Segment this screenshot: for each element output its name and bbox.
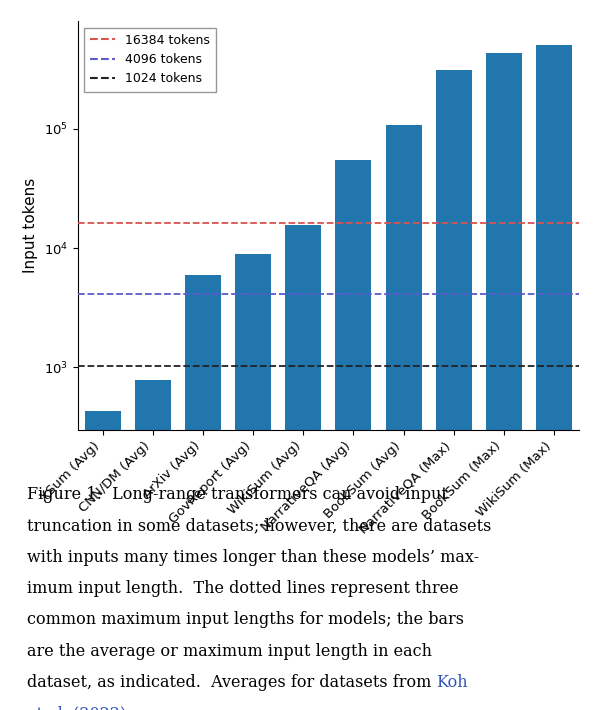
Bar — [386, 126, 421, 710]
Bar — [336, 160, 371, 710]
Text: with inputs many times longer than these models’ max-: with inputs many times longer than these… — [27, 549, 479, 566]
Y-axis label: Input tokens: Input tokens — [23, 178, 38, 273]
Text: imum input length.  The dotted lines represent three: imum input length. The dotted lines repr… — [27, 580, 458, 597]
Bar — [185, 275, 221, 710]
Bar — [285, 225, 321, 710]
Bar — [85, 411, 121, 710]
Bar — [235, 253, 271, 710]
Text: dataset, as indicated.  Averages for datasets from: dataset, as indicated. Averages for data… — [27, 674, 436, 691]
Text: Koh: Koh — [436, 674, 468, 691]
Bar — [436, 70, 472, 710]
Text: truncation in some datasets; however, there are datasets: truncation in some datasets; however, th… — [27, 518, 491, 535]
Text: et al. (2022).: et al. (2022). — [27, 705, 131, 710]
Text: common maximum input lengths for models; the bars: common maximum input lengths for models;… — [27, 611, 464, 628]
Bar — [536, 45, 572, 710]
Legend: 16384 tokens, 4096 tokens, 1024 tokens: 16384 tokens, 4096 tokens, 1024 tokens — [84, 28, 216, 92]
Bar — [135, 380, 171, 710]
Bar — [486, 53, 522, 710]
Text: are the average or maximum input length in each: are the average or maximum input length … — [27, 643, 432, 660]
Text: Figure 1:  Long-range transformers can avoid input: Figure 1: Long-range transformers can av… — [27, 486, 448, 503]
